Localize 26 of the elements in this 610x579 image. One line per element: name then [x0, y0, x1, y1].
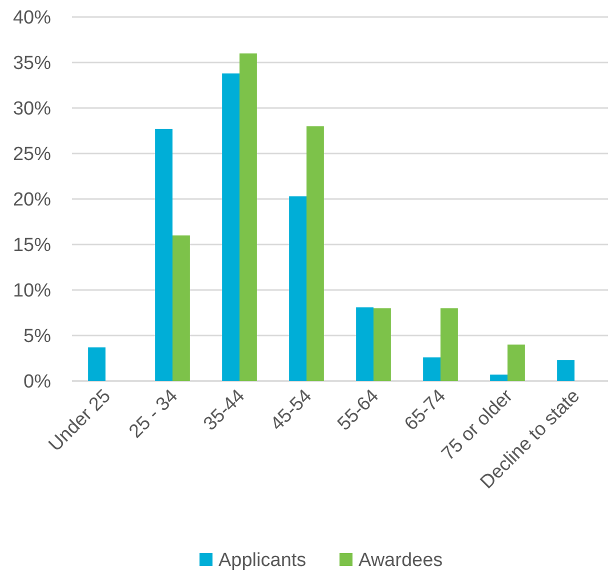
bar — [222, 73, 240, 381]
y-tick-label: 30% — [12, 98, 52, 120]
bar — [440, 308, 458, 381]
bar — [356, 307, 374, 381]
x-tick-label: 25 - 34 — [125, 385, 182, 442]
legend-label: Applicants — [218, 550, 306, 571]
legend-label: Awardees — [358, 550, 443, 571]
y-tick-label: 20% — [12, 190, 52, 211]
y-tick-label: 5% — [24, 326, 52, 348]
y-tick-label: 0% — [24, 372, 52, 393]
bar — [374, 308, 391, 381]
y-tick-label: 15% — [12, 235, 52, 256]
bar — [240, 53, 257, 381]
bar — [557, 360, 574, 381]
bar — [172, 235, 190, 381]
y-tick-label: 40% — [12, 8, 52, 29]
bar — [423, 357, 440, 381]
y-tick-label: 25% — [12, 144, 52, 166]
bar — [306, 126, 324, 381]
bar — [508, 344, 525, 381]
y-tick-label: 35% — [12, 53, 52, 74]
bar — [155, 128, 172, 381]
bar — [88, 347, 106, 381]
bar — [490, 374, 508, 381]
bar — [289, 196, 306, 381]
y-tick-label: 10% — [12, 280, 52, 302]
